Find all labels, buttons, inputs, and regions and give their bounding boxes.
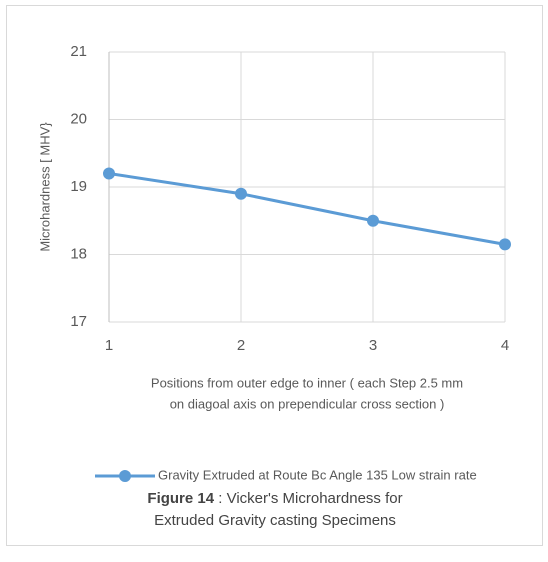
marker [235, 187, 247, 200]
x-tick-label: 2 [237, 337, 245, 354]
y-tick-label: 17 [70, 313, 87, 330]
x-tick-label: 3 [369, 337, 377, 354]
legend-marker [119, 470, 131, 482]
x-axis-label: on diagoal axis on prependicular cross s… [170, 396, 445, 411]
line [108, 172, 506, 246]
caption-line: Extruded Gravity casting Specimens [154, 512, 396, 529]
marker [367, 214, 379, 227]
caption-line: : Vicker's Microhardness for [218, 490, 402, 507]
caption: Figure 14 : Vicker's Microhardness for [147, 490, 402, 507]
chart-border [6, 5, 543, 546]
caption-label: Figure 14 [147, 490, 214, 507]
y-axis-label: Microhardness [ MHV} [37, 122, 52, 252]
x-axis-label: Positions from outer edge to inner ( eac… [151, 375, 463, 390]
marker [103, 167, 115, 180]
y-tick-label: 20 [70, 110, 87, 127]
x-tick-label: 1 [105, 337, 113, 354]
legend-label: Gravity Extruded at Route Bc Angle 135 L… [158, 467, 477, 482]
y-tick-label: 21 [70, 43, 87, 60]
y-tick-label: 19 [70, 178, 87, 195]
x-tick-label: 4 [501, 337, 509, 354]
y-tick-label: 18 [70, 245, 87, 262]
marker [499, 238, 511, 251]
